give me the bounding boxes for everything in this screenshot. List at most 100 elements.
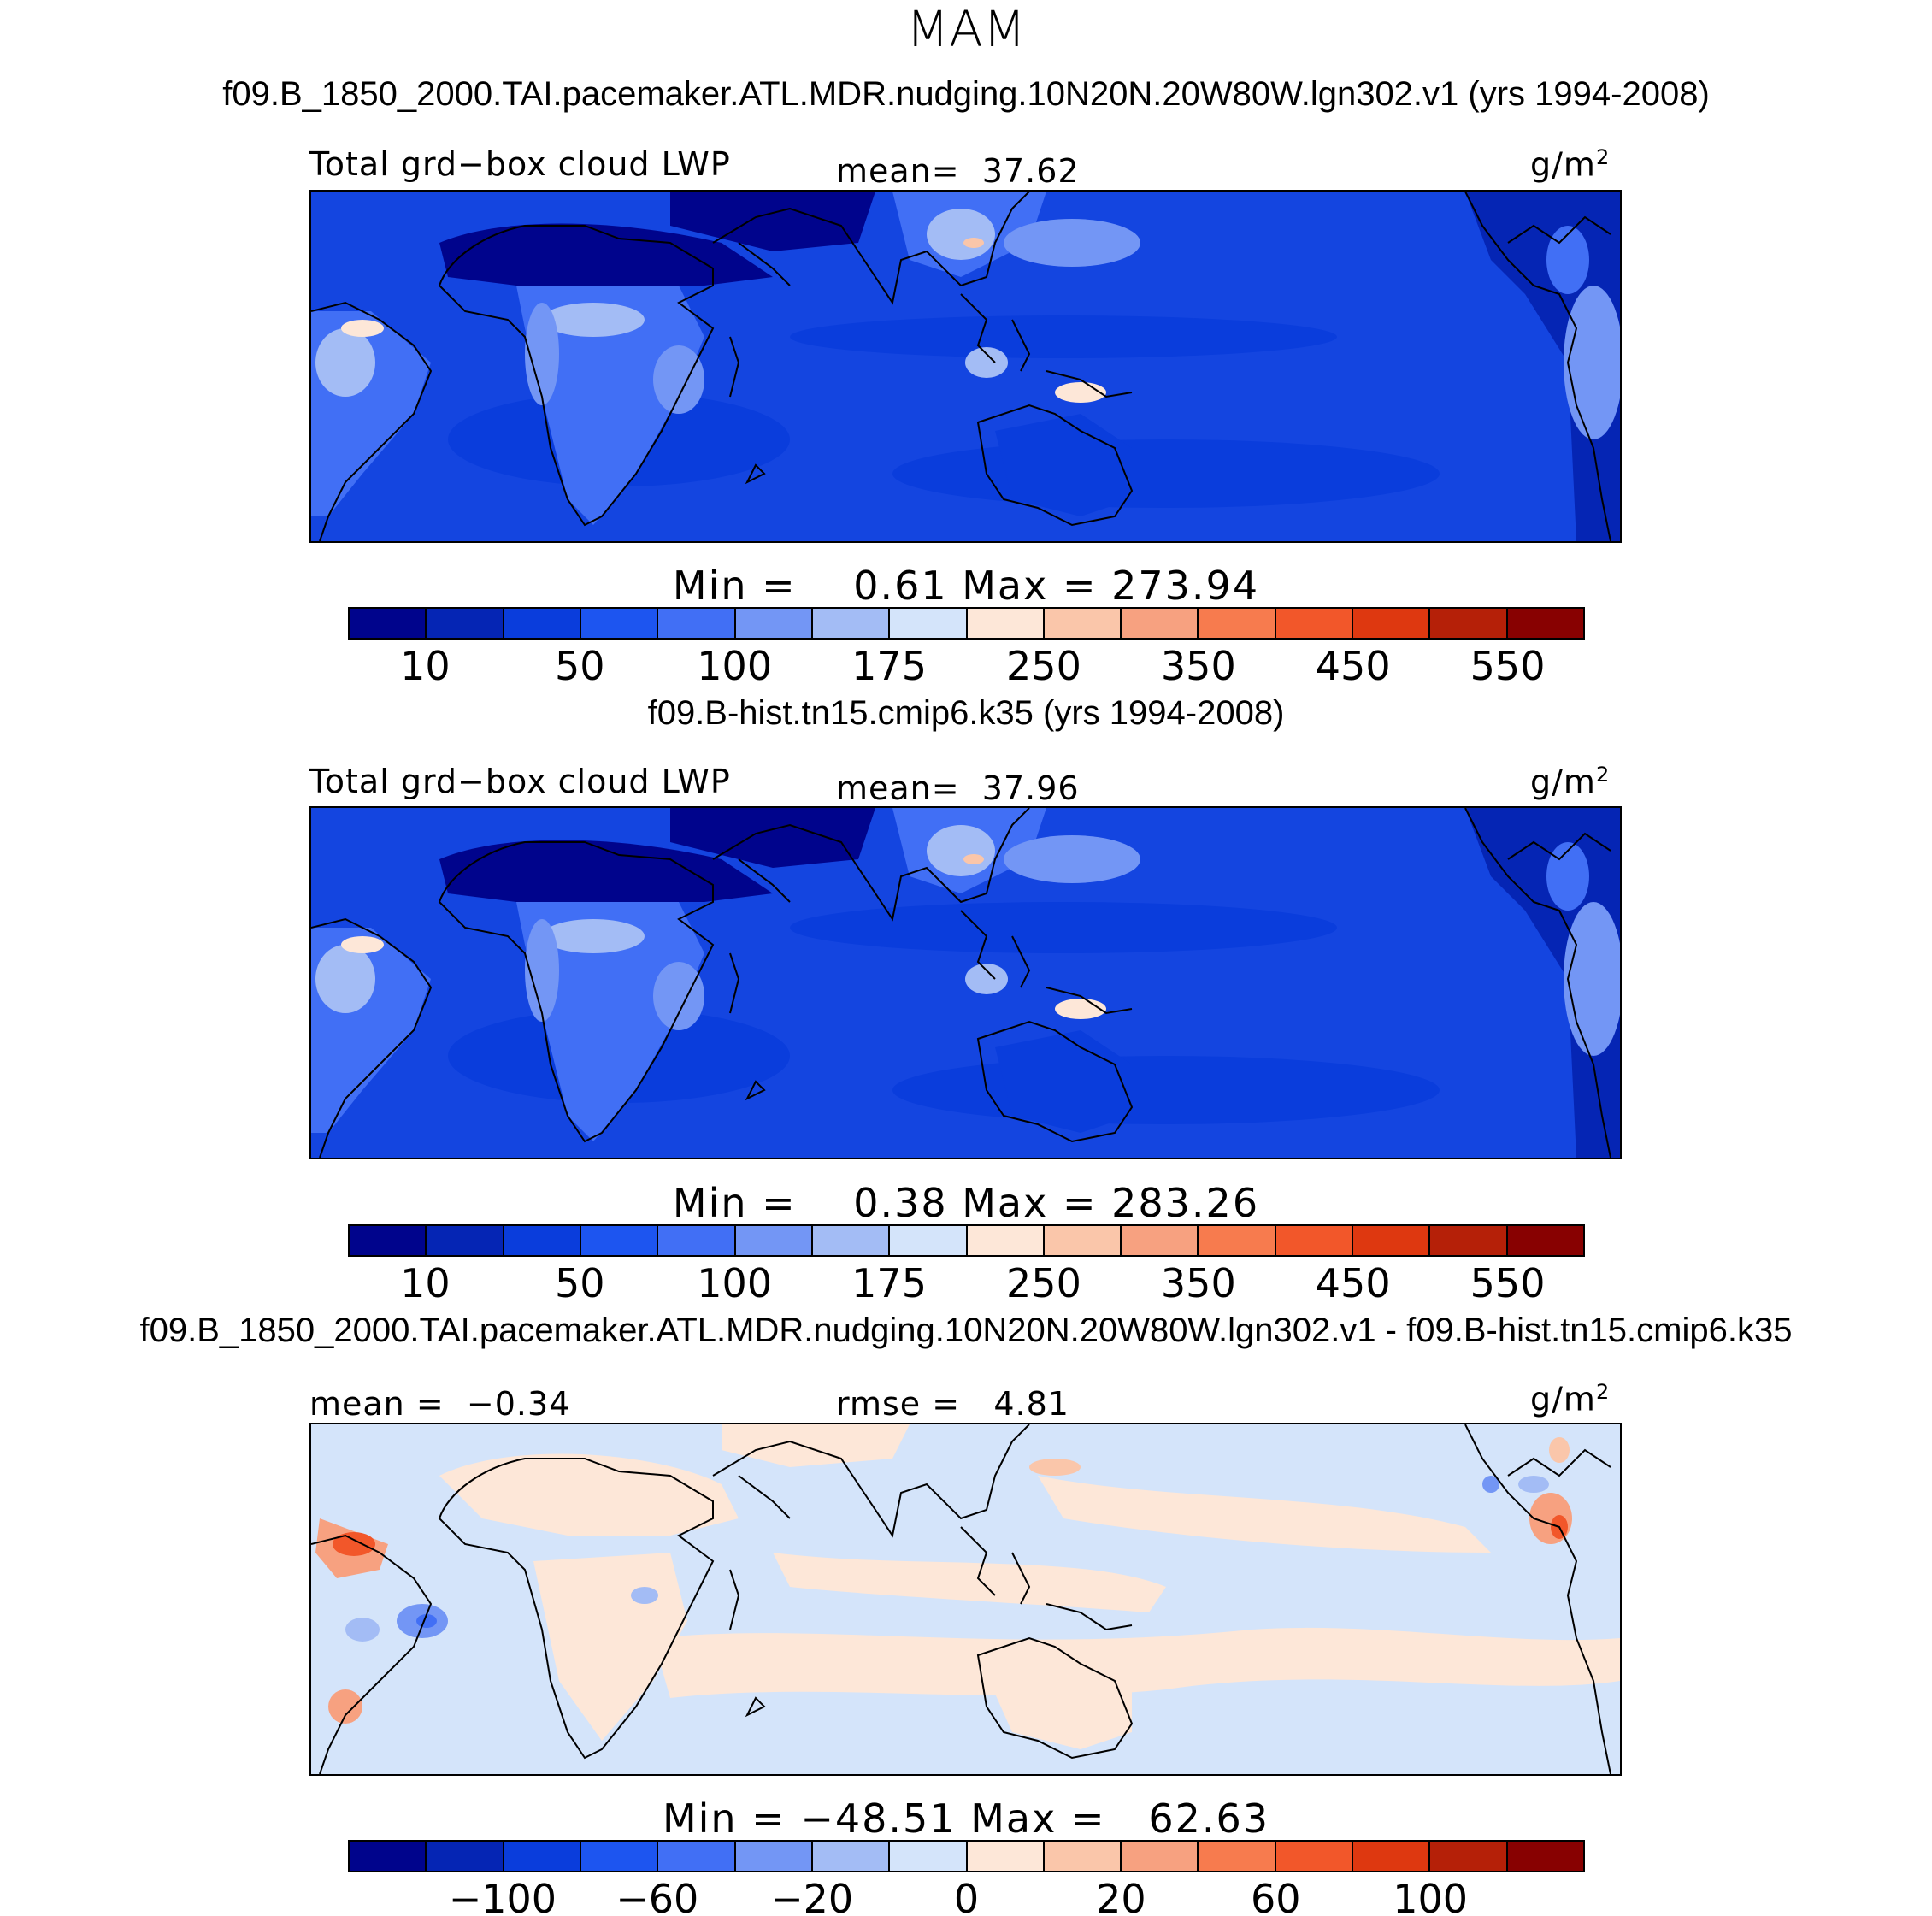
panel-3-field: [311, 1424, 1620, 1774]
panel-1-min-value: 0.61: [853, 563, 948, 609]
south-america-coast: [311, 1534, 433, 1774]
panel-2-mean-label: mean=: [836, 769, 960, 807]
colorbar-swatch: [890, 609, 968, 638]
colorbar-swatch: [658, 609, 736, 638]
panel-2-min-value: 0.38: [853, 1180, 948, 1226]
colorbar-swatch: [1430, 609, 1508, 638]
panel-3-minmax: Min = −48.51 Max = 62.63: [662, 1795, 1270, 1842]
africa-coast: [438, 1458, 715, 1760]
colorbar-tick-label: 10: [400, 1260, 451, 1306]
america-coast: [1464, 192, 1611, 541]
panel-3-title: f09.B_1850_2000.TAI.pacemaker.ATL.MDR.nu…: [139, 1312, 1793, 1349]
sahara-dry: [439, 840, 773, 902]
colorbar-tick-label: 450: [1315, 1260, 1391, 1306]
colorbar-tick-label: −20: [770, 1876, 854, 1916]
panel-1-max-value: 273.94: [1111, 563, 1260, 609]
panel-2-title: f09.B-hist.tn15.cmip6.k35 (yrs 1994-2008…: [647, 694, 1285, 732]
south-america-coast: [311, 917, 433, 1158]
colorbar-swatch: [1353, 609, 1431, 638]
panel-1-colorbar: [348, 607, 1585, 640]
colorbar-swatch: [1044, 1842, 1122, 1871]
colorbar-swatch: [504, 1842, 581, 1871]
colorbar-swatch: [1122, 609, 1199, 638]
colorbar-swatch: [812, 1226, 891, 1255]
colorbar-swatch: [1430, 1842, 1508, 1871]
colorbar-swatch: [658, 1842, 736, 1871]
sahara-dry: [439, 223, 773, 286]
panel-1-variable-label: Total grd−box cloud LWP: [309, 145, 731, 183]
colorbar-swatch: [504, 609, 581, 638]
south-america-coast: [311, 301, 433, 541]
colorbar-swatch: [350, 1842, 427, 1871]
colorbar-tick-label: 550: [1470, 643, 1546, 689]
panel-2-colorbar: [348, 1224, 1585, 1257]
colorbar-swatch: [504, 1226, 581, 1255]
panel-1-field: [311, 192, 1620, 541]
colorbar-tick-label: −100: [448, 1876, 557, 1916]
panel-2-mean-value: 37.96: [981, 769, 1080, 807]
colorbar-swatch: [1275, 1226, 1354, 1255]
australia-coast: [976, 404, 1134, 527]
coastlines: [311, 808, 1611, 1158]
colorbar-tick-label: 175: [851, 1260, 927, 1306]
colorbar-tick-label: 10: [400, 643, 451, 689]
colorbar-tick-label: 100: [697, 643, 773, 689]
colorbar-tick-label: 450: [1315, 643, 1391, 689]
colorbar-swatch: [1122, 1842, 1199, 1871]
asia-coast: [712, 1424, 1030, 1538]
colorbar-swatch: [735, 1842, 813, 1871]
colorbar-swatch: [1430, 1226, 1508, 1255]
colorbar-swatch: [967, 1842, 1045, 1871]
colorbar-swatch: [967, 1226, 1045, 1255]
panel-3-rmse-stat: rmse = 4.81: [836, 1385, 1069, 1423]
colorbar-tick-label: 175: [851, 643, 927, 689]
panel-1-mean-stat: mean= 37.62: [836, 152, 1080, 190]
colorbar-tick-label: 100: [697, 1260, 773, 1306]
colorbar-tick-label: 50: [555, 1260, 605, 1306]
colorbar-tick-label: 250: [1006, 1260, 1081, 1306]
panel-3-mean-value: −0.34: [466, 1385, 571, 1423]
colorbar-tick-label: 20: [1096, 1876, 1146, 1916]
colorbar-swatch: [812, 1842, 891, 1871]
panel-1-unit: g/m2: [1530, 145, 1611, 184]
panel-1-minmax: Min = 0.61 Max = 273.94: [672, 563, 1260, 609]
colorbar-tick-label: 350: [1160, 643, 1236, 689]
panel-3-max-value: 62.63: [1148, 1795, 1270, 1842]
colorbar-swatch: [350, 609, 427, 638]
colorbar-swatch: [427, 1226, 504, 1255]
colorbar-tick-label: 0: [953, 1876, 980, 1916]
coastlines: [311, 192, 1611, 541]
colorbar-swatch: [735, 1226, 813, 1255]
colorbar-swatch: [427, 1842, 504, 1871]
colorbar-tick-label: 100: [1393, 1876, 1469, 1916]
panel-3-mean-stat: mean = −0.34: [309, 1385, 571, 1423]
colorbar-swatch: [1199, 1226, 1276, 1255]
colorbar-swatch: [1199, 1842, 1276, 1871]
colorbar-tick-label: 350: [1160, 1260, 1236, 1306]
colorbar-swatch: [812, 609, 891, 638]
panel-3-unit: g/m2: [1530, 1380, 1611, 1418]
colorbar-tick-label: 60: [1250, 1876, 1301, 1916]
coastlines: [311, 1424, 1611, 1774]
colorbar-tick-label: 250: [1006, 643, 1081, 689]
colorbar-swatch: [1353, 1842, 1431, 1871]
america-coast: [1464, 808, 1611, 1158]
colorbar-swatch: [1353, 1226, 1431, 1255]
colorbar-swatch: [890, 1226, 968, 1255]
colorbar-swatch: [1044, 1226, 1122, 1255]
africa-coast: [438, 225, 715, 527]
colorbar-swatch: [1122, 1226, 1199, 1255]
panel-2-unit: g/m2: [1530, 763, 1611, 801]
colorbar-tick-label: 550: [1470, 1260, 1546, 1306]
colorbar-swatch: [1275, 609, 1354, 638]
colorbar-swatch: [427, 609, 504, 638]
panel-1-map: [309, 190, 1622, 543]
australia-coast: [976, 1636, 1134, 1760]
panel-3-map: [309, 1423, 1622, 1776]
america-coast: [1464, 1424, 1611, 1774]
panel-2-mean-stat: mean= 37.96: [836, 769, 1080, 807]
colorbar-swatch: [580, 609, 659, 638]
panel-2-map: [309, 806, 1622, 1159]
colorbar-swatch: [1507, 1842, 1583, 1871]
australia-coast: [976, 1020, 1134, 1143]
